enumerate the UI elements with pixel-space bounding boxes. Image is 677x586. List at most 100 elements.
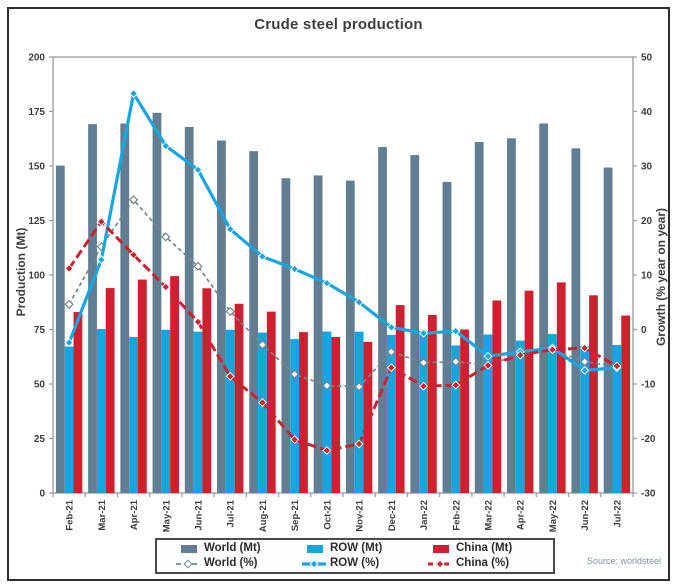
legend-swatch-icon <box>307 544 323 553</box>
bar-row-mt <box>354 331 364 493</box>
bars-china-mt <box>73 276 631 493</box>
marker-world <box>225 306 235 317</box>
bar-row-mt <box>515 340 525 493</box>
legend-label: World (Mt) <box>204 541 261 554</box>
x-tick-label: Apr-22 <box>516 500 527 530</box>
marker-row <box>96 255 106 265</box>
marker-row <box>322 278 332 288</box>
legend-item-row-mt: ROW (Mt) <box>301 541 427 555</box>
bar-world-mt <box>281 178 291 493</box>
marker-china <box>258 398 267 407</box>
marker-china <box>451 380 461 390</box>
x-tick-label: Apr-21 <box>129 499 140 530</box>
right-axis: -30 -20 -10 0 10 20 30 40 50 <box>633 53 656 500</box>
bar-world-mt <box>507 138 516 493</box>
marker-world <box>451 357 461 367</box>
x-tick-label: Feb-21 <box>65 499 76 530</box>
bar-china-mt <box>492 300 502 493</box>
bar-world-mt <box>410 155 420 493</box>
marker-china <box>96 217 106 227</box>
marker-china <box>419 381 428 391</box>
x-tick-label: Jun-21 <box>194 499 205 530</box>
bar-world-mt <box>184 126 194 493</box>
marker-world <box>64 299 74 310</box>
marker-world <box>322 380 332 391</box>
bar-china-mt <box>556 282 566 493</box>
marker-row <box>225 224 235 234</box>
legend-swatch-icon <box>433 544 449 553</box>
marker-row <box>193 165 203 175</box>
marker-world <box>290 369 300 379</box>
left-tick-label: 175 <box>28 107 45 118</box>
bar-row-mt <box>290 339 300 493</box>
right-tick-label: 20 <box>641 216 653 227</box>
legend-item-china-mt: China (Mt) <box>427 542 553 555</box>
legend-line-icon <box>302 558 326 569</box>
legend-swatch-icon <box>181 544 197 553</box>
bar-china-mt <box>202 288 212 493</box>
bar-china-mt <box>73 312 83 493</box>
marker-china <box>386 363 396 373</box>
marker-china <box>548 345 557 355</box>
x-tick-label: Mar-21 <box>97 499 108 530</box>
legend-item-world-mt: World (Mt) <box>175 541 301 555</box>
line-row <box>64 89 622 375</box>
bar-row-mt <box>483 334 493 493</box>
bar-row-mt <box>225 329 235 493</box>
left-tick-label: 125 <box>28 216 45 227</box>
marker-row <box>64 338 74 348</box>
x-tick-label: Sep-21 <box>290 499 301 531</box>
line-path <box>67 220 618 452</box>
bar-row-mt <box>548 334 557 493</box>
marker-world <box>257 340 268 350</box>
marker-china <box>290 435 300 445</box>
bar-row-mt <box>419 333 428 493</box>
left-tick-label: 25 <box>34 434 46 445</box>
legend-label: World (%) <box>204 556 258 569</box>
x-tick-label: Jun-22 <box>580 500 591 531</box>
marker-china <box>483 361 493 370</box>
right-tick-label: 30 <box>641 162 653 173</box>
marker-china <box>580 343 590 353</box>
bar-world-mt <box>442 181 452 493</box>
marker-china <box>612 361 622 371</box>
legend-item-world: World (%) <box>175 556 301 570</box>
bar-row-mt <box>386 334 396 493</box>
legend-line-icon <box>176 558 200 569</box>
left-tick-label: 100 <box>28 271 45 282</box>
bar-row-mt <box>129 336 138 493</box>
line-china <box>64 217 622 455</box>
marker-world <box>580 357 590 367</box>
legend-label: ROW (%) <box>330 556 380 569</box>
marker-china <box>193 317 203 327</box>
x-tick-label: Feb-22 <box>451 500 462 531</box>
line-path <box>68 198 618 388</box>
right-tick-label: -10 <box>641 380 656 391</box>
bar-world-mt <box>571 148 581 494</box>
x-tick-label: Jul-22 <box>612 500 623 527</box>
marker-world <box>418 358 429 368</box>
marker-world <box>354 382 364 392</box>
bar-row-mt <box>451 345 461 493</box>
bar-world-mt <box>152 112 162 494</box>
right-tick-label: 40 <box>641 107 653 118</box>
marker-world <box>128 195 139 205</box>
marker-row <box>161 141 171 151</box>
marker-china <box>64 264 74 273</box>
bar-row-mt <box>258 332 267 493</box>
bar-china-mt <box>427 314 437 493</box>
bar-china-mt <box>395 305 405 493</box>
bar-row-mt <box>580 346 590 493</box>
bar-china-mt <box>170 276 179 493</box>
bar-row-mt <box>64 346 74 493</box>
bar-world-mt <box>217 140 226 493</box>
legend-line-icon <box>428 558 452 569</box>
bar-china-mt <box>266 311 276 493</box>
legend-label: ROW (Mt) <box>330 541 383 554</box>
x-tick-label: May-21 <box>161 499 172 532</box>
x-axis: Feb-21 Mar-21 Apr-21 May-21 Jun-21 Jul-21 Aug-… <box>52 493 634 532</box>
chart-title: Crude steel production <box>254 16 423 33</box>
marker-row <box>354 297 364 307</box>
marker-china <box>322 446 332 455</box>
